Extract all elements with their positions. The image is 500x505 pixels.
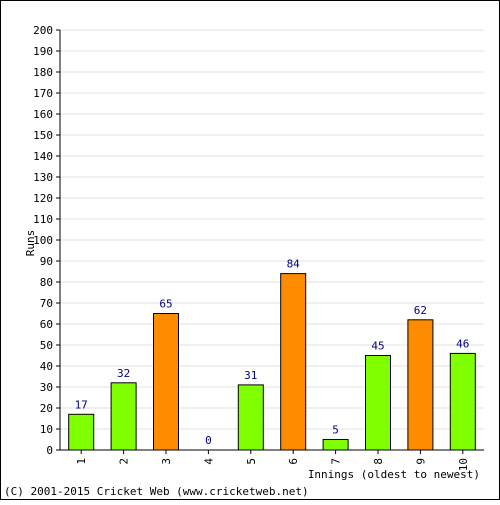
x-tick-label: 2 [118,458,131,465]
y-tick-label: 80 [40,276,53,289]
bar-value-label: 5 [332,424,339,437]
y-tick-label: 70 [40,297,53,310]
x-tick-label: 1 [75,458,88,465]
y-axis-label: Runs [24,230,37,257]
bar [280,273,307,451]
bar [153,313,179,451]
bar [322,439,349,451]
y-tick-label: 160 [33,108,53,121]
bar-value-label: 65 [159,298,172,311]
bar-value-label: 32 [117,367,130,380]
y-tick-label: 100 [33,234,53,247]
bar-value-label: 17 [75,398,88,411]
y-tick-label: 110 [33,213,53,226]
bar-value-label: 62 [414,304,427,317]
x-tick-label: 5 [245,458,258,465]
axis-layer: 0102030405060708090100110120130140150160… [33,24,484,471]
bar-value-label: 84 [287,258,301,271]
y-tick-label: 180 [33,66,53,79]
x-tick-label: 10 [457,458,470,471]
x-tick-label: 7 [330,458,343,465]
y-tick-label: 120 [33,192,53,205]
bar-value-label: 46 [456,337,469,350]
bar [237,384,264,451]
footer-copyright: (C) 2001-2015 Cricket Web (www.cricketwe… [4,485,309,498]
bar [68,413,95,451]
x-tick-label: 9 [414,458,427,465]
y-tick-label: 10 [40,423,53,436]
y-tick-label: 20 [40,402,53,415]
y-tick-label: 130 [33,171,53,184]
y-tick-label: 50 [40,339,53,352]
bars-layer: 17 32 65 0 31 84 5 45 62 46 [68,258,476,451]
bar [407,319,434,451]
y-tick-label: 150 [33,129,53,142]
y-tick-label: 0 [46,444,53,457]
y-tick-label: 90 [40,255,53,268]
x-axis-label: Innings (oldest to newest) [308,468,480,481]
x-tick-label: 6 [287,458,300,465]
y-tick-label: 200 [33,24,53,37]
bar-value-label: 45 [371,340,384,353]
y-tick-label: 140 [33,150,53,163]
y-tick-label: 40 [40,360,53,373]
bar [449,352,476,451]
x-tick-label: 3 [160,458,173,465]
y-tick-label: 60 [40,318,53,331]
x-tick-label: 8 [372,458,385,465]
y-tick-label: 190 [33,45,53,58]
bar [110,382,137,451]
bar-value-label: 31 [244,369,257,382]
y-tick-label: 30 [40,381,53,394]
x-tick-label: 4 [202,458,215,465]
bar-value-label: 0 [205,434,212,447]
y-tick-label: 170 [33,87,53,100]
bar [365,355,391,451]
